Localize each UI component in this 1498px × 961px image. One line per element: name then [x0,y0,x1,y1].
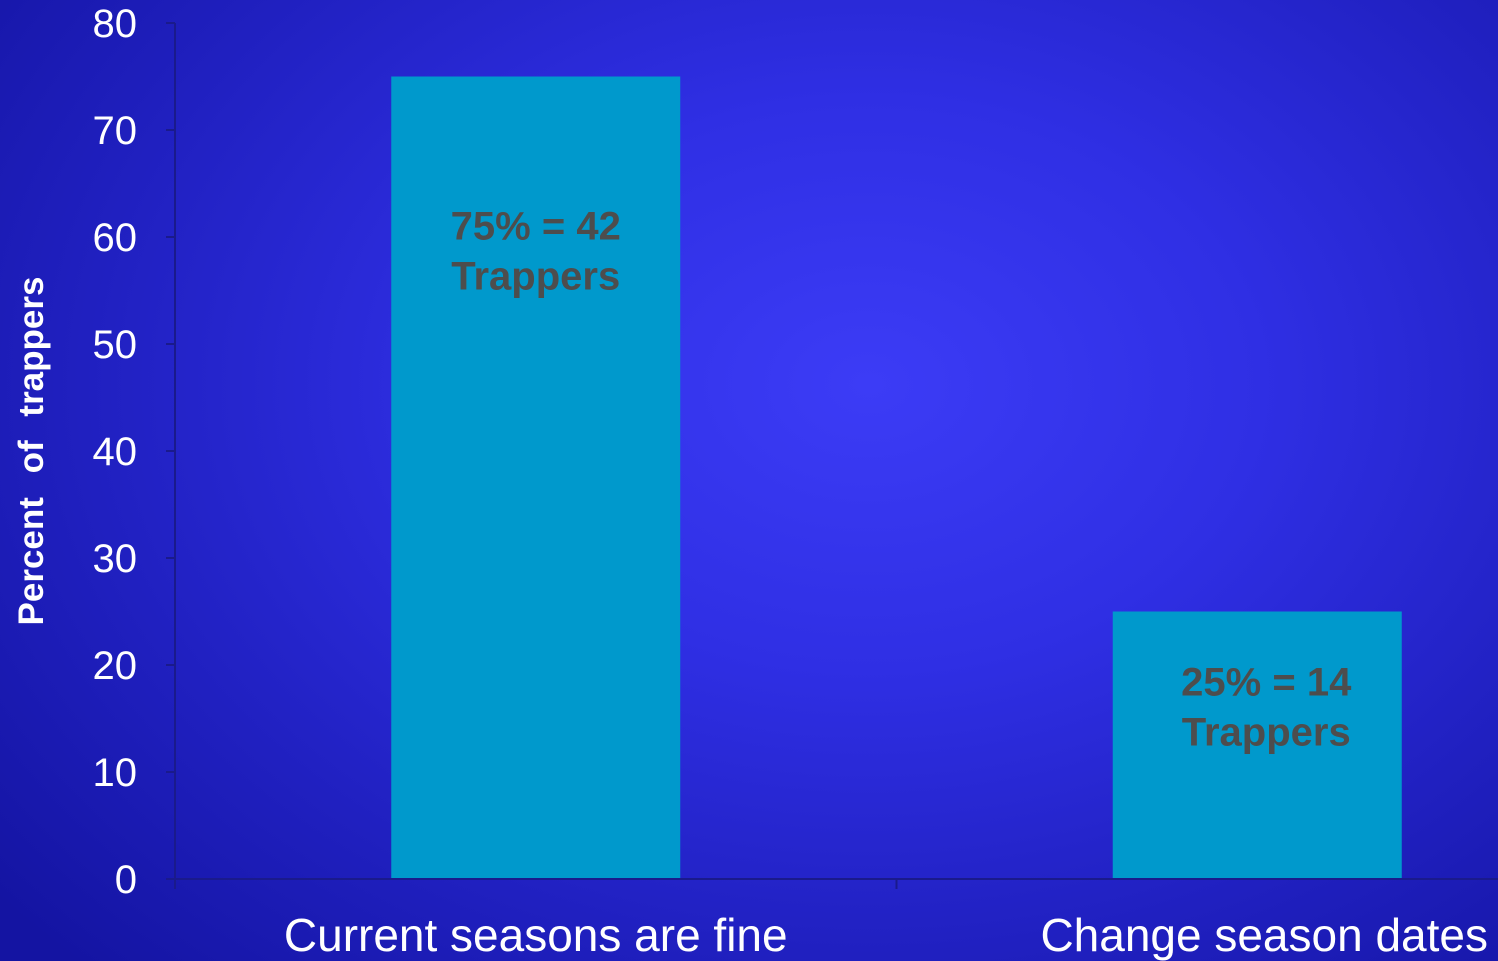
bars-group: 75% = 42 Trappers 25% = 14 Trappers [391,76,1402,879]
y-tick-label: 50 [93,323,138,367]
y-axis-title-group: Percent of trappers [12,277,51,626]
y-tick-label: 60 [93,216,138,260]
bar [1112,611,1402,879]
y-tick-label: 0 [115,858,137,902]
y-tick-label: 70 [93,109,138,153]
x-category-label: Current seasons are fine [284,909,788,961]
y-tick-label: 20 [93,644,138,688]
bar-data-label: 25% = 14 Trappers [1181,661,1352,755]
x-category-label: Change season dates [1040,909,1488,961]
y-tick-label: 10 [93,751,138,795]
y-tick-label: 30 [93,537,138,581]
bar [391,76,681,879]
x-axis: Current seasons are fine Change season da… [174,878,1498,961]
y-axis-title: Percent of trappers [12,277,51,626]
y-axis: 0 10 20 30 40 50 60 70 80 [93,2,176,902]
y-tick-label: 40 [93,430,138,474]
bar-data-label: 75% = 42 Trappers [451,205,621,299]
y-tick-label: 80 [93,2,138,46]
